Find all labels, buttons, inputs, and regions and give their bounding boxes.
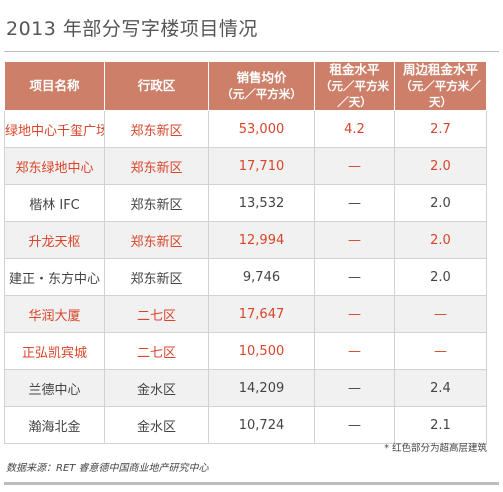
cell-rent-level: —	[314, 295, 395, 333]
cell-district: 金水区	[104, 369, 209, 407]
cell-nearby-rent-level: 2.0	[394, 147, 487, 185]
cell-project-name: 楷林 IFC	[4, 184, 105, 222]
header-nearby-rent-level: 周边租金水平 （元／平方米／天）	[394, 61, 487, 111]
bottom-divider	[4, 482, 499, 485]
cell-sale-price: 9,746	[208, 258, 315, 296]
cell-rent-level: —	[314, 258, 395, 296]
cell-sale-price: 10,500	[208, 332, 315, 370]
cell-district: 郑东新区	[104, 221, 209, 259]
table-row: 建正・东方中心 郑东新区 9,746—2.0	[4, 258, 487, 296]
cell-sale-price: 17,710	[208, 147, 315, 185]
table-row: 兰德中心 金水区 14,209—2.4	[4, 369, 487, 407]
cell-rent-level: —	[314, 369, 395, 407]
table-row: 升龙天枢 郑东新区 12,994—2.0	[4, 221, 487, 259]
cell-district: 郑东新区	[104, 184, 209, 222]
cell-nearby-rent-level: 2.1	[394, 406, 487, 444]
cell-project-name: 升龙天枢	[4, 221, 105, 259]
table-row: 华润大厦 二七区 17,647— —	[4, 295, 487, 333]
table-row: 正弘凯宾城 二七区 10,500— —	[4, 332, 487, 370]
table-row: 绿地中心千玺广场 郑东新区 53,000 4.2 2.7	[4, 110, 487, 148]
cell-nearby-rent-level: 2.0	[394, 258, 487, 296]
cell-rent-level: —	[314, 406, 395, 444]
cell-sale-price: 17,647	[208, 295, 315, 333]
cell-district: 金水区	[104, 406, 209, 444]
cell-sale-price: 12,994	[208, 221, 315, 259]
cell-district: 郑东新区	[104, 258, 209, 296]
cell-nearby-rent-level: 2.7	[394, 110, 487, 148]
cell-project-name: 建正・东方中心	[4, 258, 105, 296]
title-divider	[4, 51, 499, 52]
cell-project-name: 郑东绿地中心	[4, 147, 105, 185]
cell-nearby-rent-level: 2.0	[394, 184, 487, 222]
table-row: 郑东绿地中心 郑东新区 17,710—2.0	[4, 147, 487, 185]
header-sale-price: 销售均价 （元／平方米）	[208, 61, 315, 111]
cell-nearby-rent-level: 2.0	[394, 221, 487, 259]
cell-district: 郑东新区	[104, 110, 209, 148]
page-title: 2013 年部分写字楼项目情况	[6, 18, 258, 40]
cell-project-name: 瀚海北金	[4, 406, 105, 444]
cell-project-name: 华润大厦	[4, 295, 105, 333]
cell-sale-price: 13,532	[208, 184, 315, 222]
cell-nearby-rent-level: —	[394, 332, 487, 370]
cell-project-name: 绿地中心千玺广场	[4, 110, 105, 148]
cell-sale-price: 53,000	[208, 110, 315, 148]
cell-nearby-rent-level: 2.4	[394, 369, 487, 407]
cell-rent-level: —	[314, 332, 395, 370]
cell-rent-level: —	[314, 184, 395, 222]
cell-district: 郑东新区	[104, 147, 209, 185]
table-header-row: 项目名称 行政区 销售均价 （元／平方米） 租金水平 （元／平方米／天） 周边租金水…	[4, 61, 487, 111]
cell-sale-price: 14,209	[208, 369, 315, 407]
cell-project-name: 正弘凯宾城	[4, 332, 105, 370]
data-source: 数据来源：RET 睿意德中国商业地产研究中心	[6, 463, 209, 474]
footnote: * 红色部分为超高层建筑	[384, 443, 487, 454]
cell-rent-level: —	[314, 221, 395, 259]
cell-district: 二七区	[104, 295, 209, 333]
cell-rent-level: 4.2	[314, 110, 395, 148]
cell-rent-level: —	[314, 147, 395, 185]
office-projects-table: 项目名称 行政区 销售均价 （元／平方米） 租金水平 （元／平方米／天） 周边租金水…	[4, 61, 487, 444]
header-district: 行政区	[104, 61, 209, 111]
table-row: 楷林 IFC 郑东新区 13,532—2.0	[4, 184, 487, 222]
cell-nearby-rent-level: —	[394, 295, 487, 333]
cell-district: 二七区	[104, 332, 209, 370]
cell-sale-price: 10,724	[208, 406, 315, 444]
header-project-name: 项目名称	[4, 61, 105, 111]
table-row: 瀚海北金 金水区 10,724—2.1	[4, 406, 487, 444]
header-rent-level: 租金水平 （元／平方米／天）	[314, 61, 395, 111]
cell-project-name: 兰德中心	[4, 369, 105, 407]
